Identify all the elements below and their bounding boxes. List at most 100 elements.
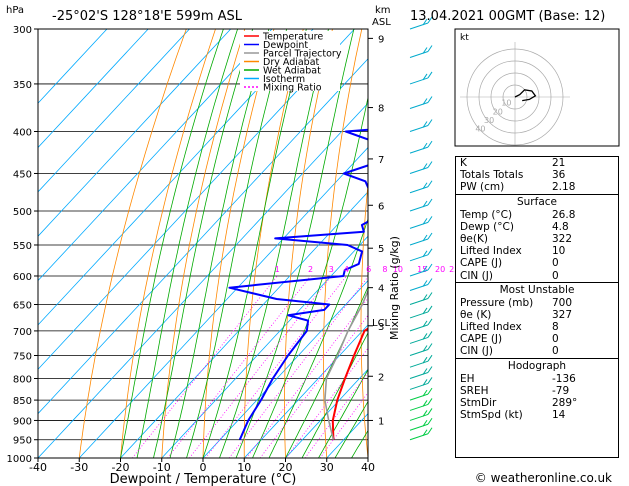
wind-barb-flag (422, 356, 428, 364)
index-value: 2.18 (552, 181, 576, 194)
wind-barb-flag (427, 263, 433, 271)
legend-label: Isotherm (263, 74, 305, 85)
wind-barb-shaft (409, 284, 429, 292)
dry-adiabat-line (243, 29, 304, 458)
surface-label: CIN (J) (460, 269, 493, 282)
pressure-tick-label: 1000 (7, 454, 32, 465)
wind-barb-flag (427, 119, 433, 126)
wind-barb-flag (427, 408, 433, 415)
isotherm-line (38, 29, 149, 149)
surface-value: 4.8 (552, 220, 569, 233)
dry-adiabat-line (360, 180, 368, 458)
wind-barb-flag (422, 379, 428, 386)
hodograph-stat-row: EH -136 (456, 373, 618, 385)
wind-barb-flag (427, 377, 433, 384)
hodograph-stat-value: -136 (552, 372, 576, 385)
index-label: PW (cm) (460, 181, 505, 194)
most-unstable-row: Pressure (mb) 700 (456, 297, 618, 309)
most-unstable-label: θe (K) (460, 308, 492, 321)
height-tick-label: 9 (378, 34, 384, 45)
wind-barb-flag (422, 333, 428, 340)
isotherm-line (38, 29, 314, 326)
index-row: Totals Totals 36 (456, 169, 618, 181)
wind-barb-flag (427, 71, 433, 79)
index-label: K (460, 157, 467, 169)
mixing-ratio-label: 25 (449, 265, 459, 274)
wind-barb-flag (427, 417, 433, 425)
wind-barb-flag (427, 16, 433, 24)
surface-row: CIN (J) 0 (456, 270, 618, 282)
wind-barb-shaft (409, 298, 429, 305)
mixing-ratio-label: 20 (435, 265, 445, 274)
isotherm-line (38, 29, 273, 282)
x-tick-label: -10 (153, 461, 171, 474)
most-unstable-row: Lifted Index 8 (456, 321, 618, 333)
wind-barb-flag (427, 398, 433, 405)
most-unstable-value: 8 (552, 321, 559, 334)
wind-barb-shaft (409, 336, 429, 344)
hodograph-ring-label: 30 (484, 116, 494, 125)
wet-adiabat-line (318, 368, 368, 458)
mixing-ratio-line (246, 297, 368, 458)
hodograph-stat-row: StmDir 289° (456, 397, 618, 409)
wind-barb-flag (427, 354, 433, 362)
height-tick-label: 5 (378, 244, 384, 255)
wind-barb-shaft (409, 269, 429, 277)
surface-label: θe(K) (460, 232, 488, 245)
x-tick-label: 20 (279, 461, 293, 474)
pressure-tick-label: 650 (13, 301, 32, 312)
wind-barb-flag (427, 248, 433, 256)
hodograph-ring-label: 20 (493, 107, 503, 116)
indices-table: K 21 Totals Totals 36 PW (cm) 2.18 Surface Te… (455, 156, 619, 458)
surface-label: Dewp (°C) (460, 220, 514, 233)
x-tick-label: -40 (29, 461, 47, 474)
pressure-tick-label: 400 (13, 128, 32, 139)
temperature-series-line (331, 327, 368, 440)
wind-barb-flag (427, 343, 433, 350)
isotherm-line (161, 235, 368, 458)
wind-barb-shaft (409, 254, 429, 262)
most-unstable-label: CAPE (J) (460, 333, 503, 346)
wet-adiabat-line (202, 29, 307, 458)
wind-barb-flag (427, 216, 433, 223)
wind-barb-flag (422, 307, 428, 315)
surface-label: CAPE (J) (460, 257, 503, 270)
hodograph-stat-value: 289° (552, 397, 578, 409)
legend-label: Mixing Ratio (263, 83, 322, 94)
wind-barb-shaft (409, 204, 429, 212)
wind-barb-shaft (409, 413, 429, 421)
dry-adiabat-line (625, 29, 629, 458)
x-tick-label: -30 (70, 461, 88, 474)
wind-barb-flag (427, 198, 433, 206)
height-unit-asl: ASL (372, 17, 391, 28)
most-unstable-row: CIN (J) 0 (456, 345, 618, 357)
most-unstable-row: θe (K) 327 (456, 309, 618, 321)
wind-barb-shaft (409, 324, 429, 332)
isotherm-line (38, 58, 368, 415)
wind-barb-flag (422, 182, 428, 190)
wet-adiabat-line (301, 331, 368, 458)
wind-barb-flag (422, 200, 428, 208)
location-title: -25°02'S 128°18'E 599m ASL (52, 9, 243, 24)
isotherm-line (38, 102, 368, 458)
mixing-ratio-line (259, 314, 368, 458)
x-axis-title: Dewpoint / Temperature (°C) (110, 472, 297, 486)
wind-barb-flag (427, 232, 433, 240)
hodograph-ring-label: 40 (475, 125, 485, 134)
mixing-ratio-line (228, 276, 368, 458)
wind-barb-shaft (409, 349, 429, 356)
wind-barb-shaft (409, 433, 429, 441)
wind-barb-flag (422, 368, 428, 375)
wind-barb-flag (427, 366, 433, 373)
wind-barb-flag (422, 410, 428, 417)
wind-barb-shaft (409, 238, 429, 246)
wind-barb-shaft (409, 167, 429, 174)
surface-value: 10 (552, 245, 566, 258)
mixing-ratio-label: 3 (329, 265, 334, 274)
surface-row: θe(K) 322 (456, 233, 618, 245)
wet-adiabat-line (120, 29, 224, 458)
wind-barb-flag (422, 250, 428, 258)
hodograph-stat-row: StmSpd (kt) 14 (456, 409, 618, 421)
wind-barb-flag (422, 345, 428, 352)
